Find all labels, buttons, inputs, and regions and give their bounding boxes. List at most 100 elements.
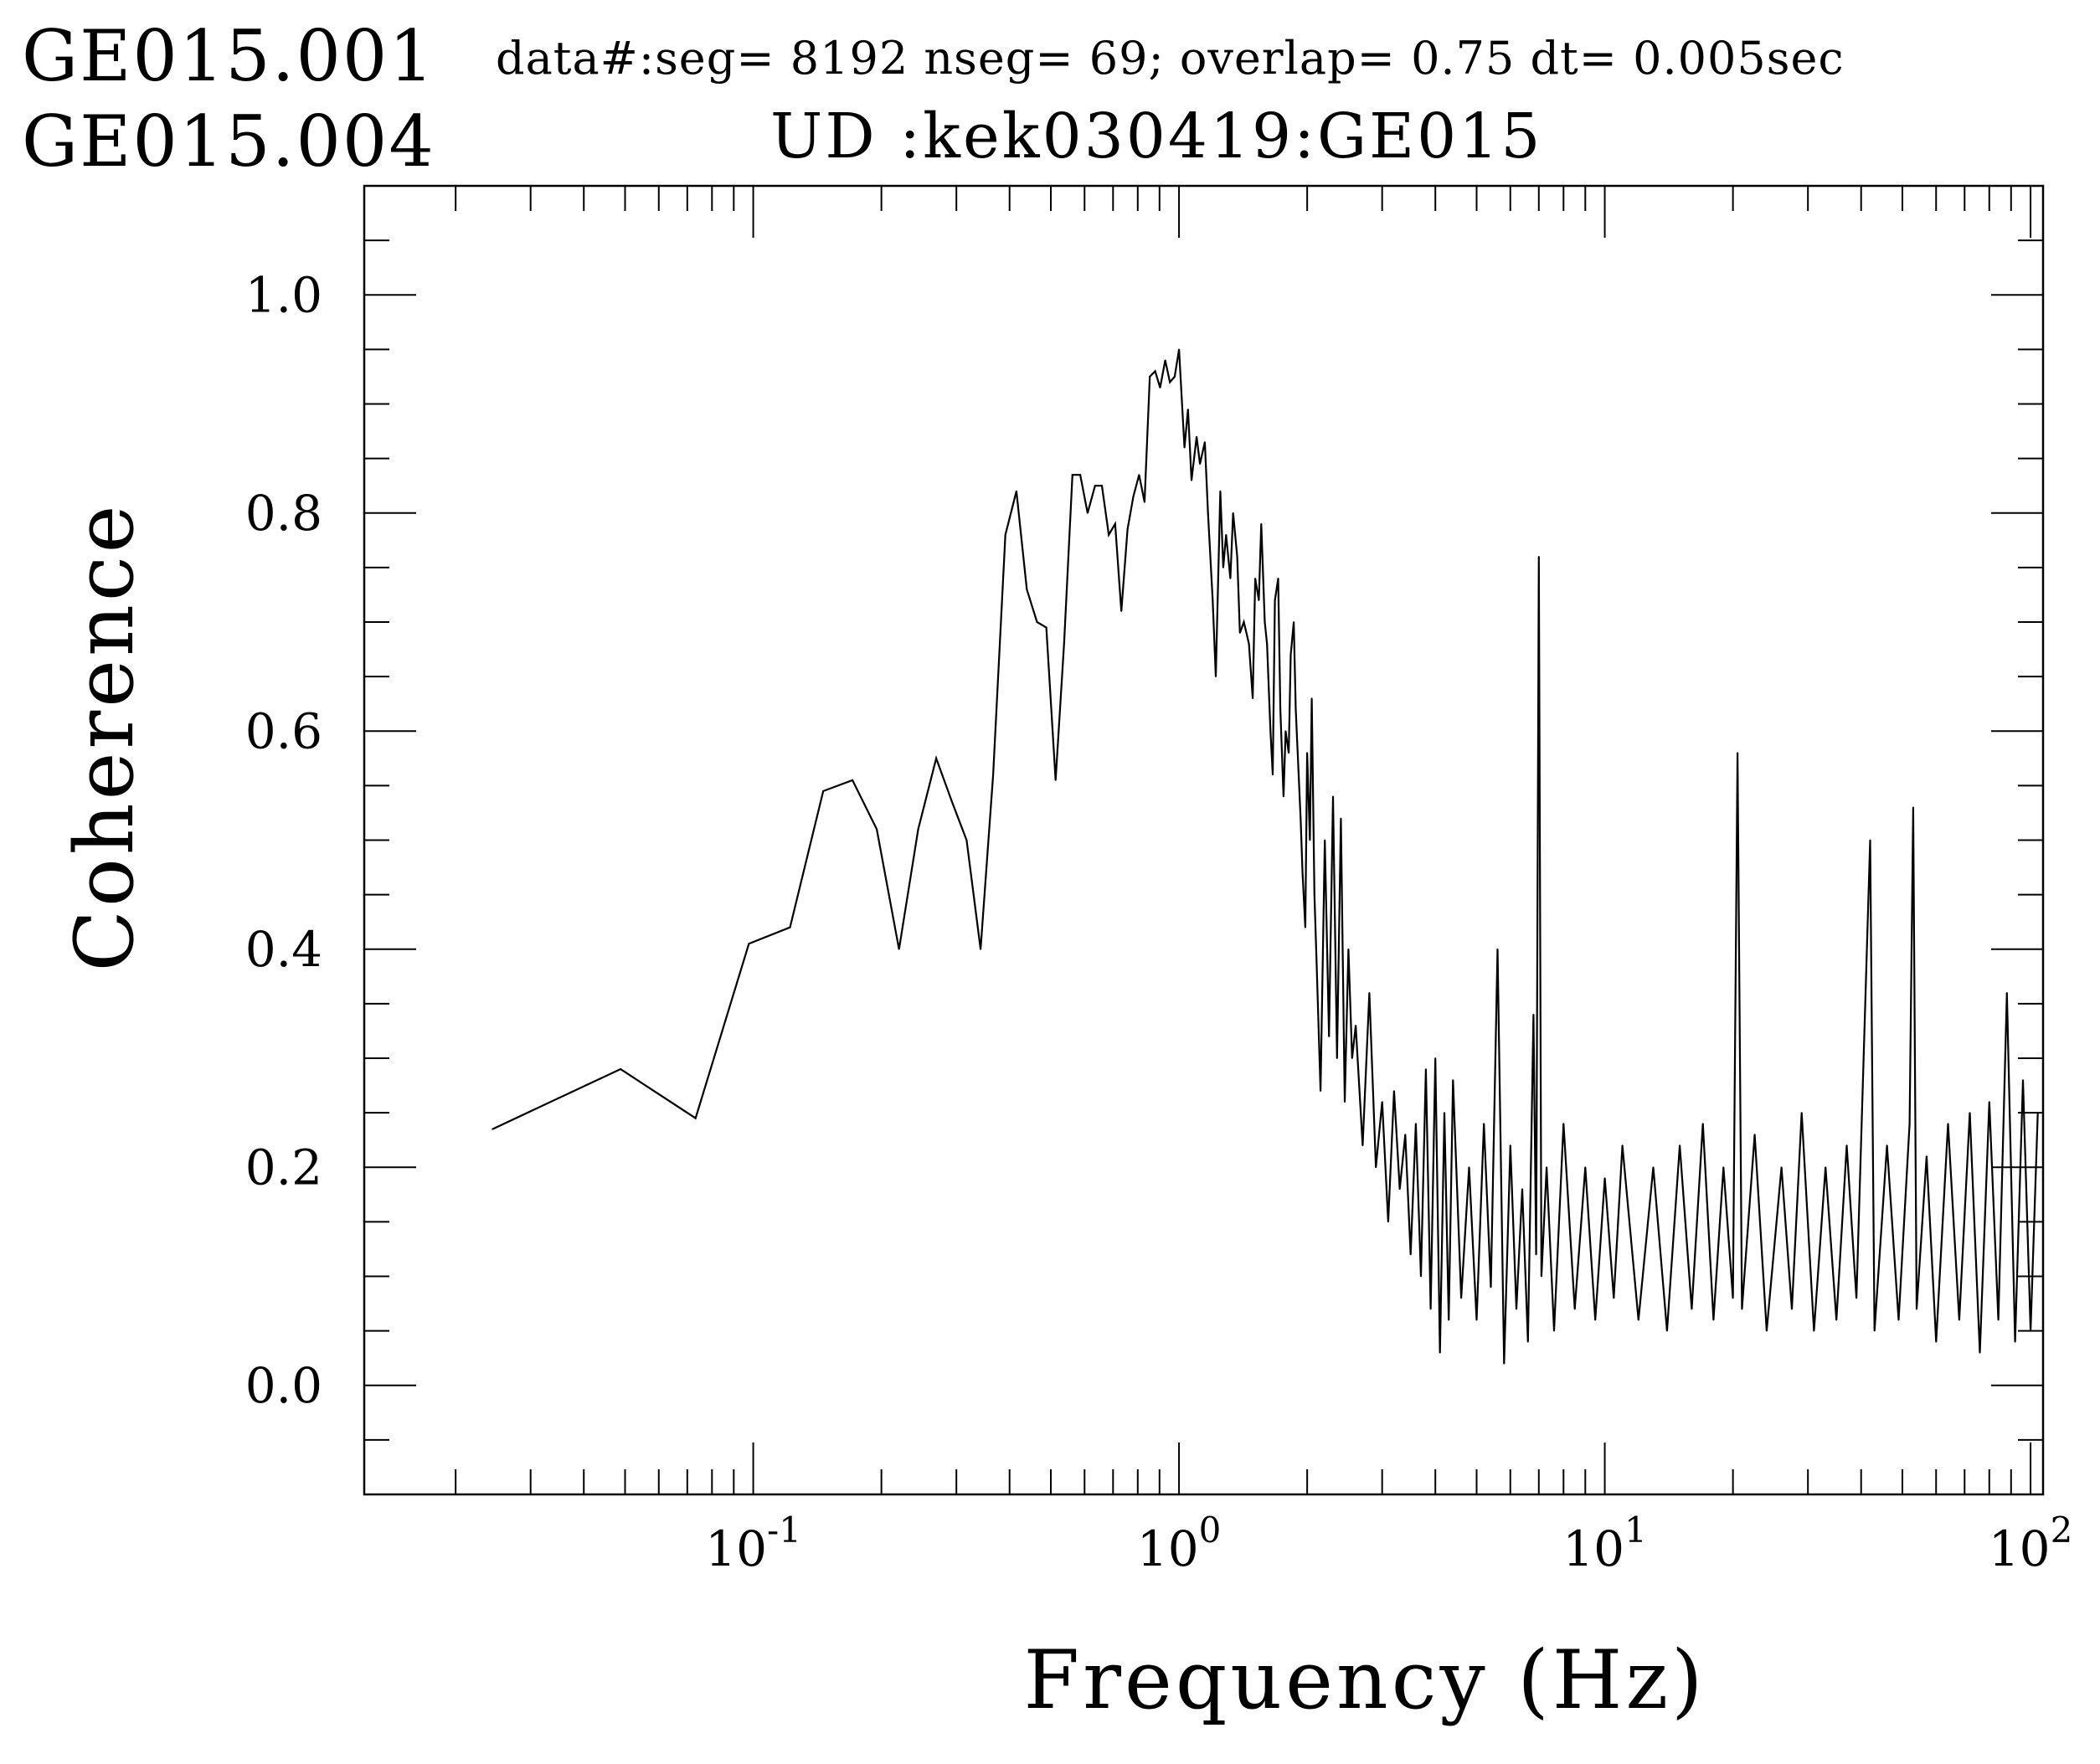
data-point (1398, 1188, 1401, 1191)
data-point (1813, 1329, 1815, 1332)
data-point (1825, 1166, 1827, 1169)
data-point (1108, 533, 1110, 536)
data-point (1204, 441, 1206, 443)
data-point (1535, 1253, 1537, 1256)
data-point (1138, 474, 1140, 476)
data-point (1741, 1308, 1743, 1310)
ticks-layer: 10-1 100 101 102 0.0 0.2 0.4 0.6 0.8 1.0 (245, 185, 2072, 1577)
data-point (1016, 490, 1017, 492)
data-point (1344, 1101, 1346, 1103)
data-point (852, 779, 853, 781)
data-point (1532, 1014, 1535, 1016)
data-point (1309, 839, 1311, 841)
data-point (1926, 1155, 1928, 1158)
data-point (1979, 1351, 1981, 1354)
data-point (1393, 1090, 1395, 1092)
data-point (1154, 370, 1156, 373)
data-point (1004, 533, 1006, 536)
data-point (1229, 578, 1232, 579)
y-tick-label: 0.4 (245, 921, 322, 978)
x-tick-label: 10-1 (705, 1509, 801, 1577)
data-point (1997, 1319, 2000, 1321)
data-point (1483, 1123, 1485, 1125)
data-point (1521, 1188, 1523, 1191)
data-point (1132, 496, 1135, 498)
data-point (1284, 730, 1287, 733)
data-point (1196, 435, 1197, 438)
data-point (1279, 708, 1281, 711)
data-point (951, 801, 953, 803)
data-point (1294, 708, 1297, 711)
data-point (1258, 599, 1260, 601)
data-point (694, 1117, 697, 1119)
data-point (1988, 1101, 1990, 1103)
data-point (1452, 1079, 1454, 1081)
data-point (1712, 1319, 1715, 1321)
data-point (1248, 643, 1250, 645)
series-layer (492, 348, 2039, 1365)
data-point (1293, 621, 1294, 623)
data-point (1272, 774, 1274, 776)
data-point (1845, 1144, 1848, 1147)
data-point (1496, 948, 1499, 950)
data-point (2030, 1329, 2032, 1332)
data-point (1969, 1112, 1971, 1113)
data-point (1908, 1123, 1911, 1125)
x-tick-label: 100 (1137, 1509, 1222, 1577)
data-point (1766, 1329, 1768, 1332)
data-point (1243, 621, 1245, 623)
data-point (1328, 1036, 1331, 1037)
data-point (1737, 752, 1739, 754)
data-point (1232, 512, 1234, 514)
data-point (1537, 556, 1540, 558)
data-point (1277, 578, 1279, 579)
data-point (1404, 1134, 1407, 1136)
data-point (1283, 795, 1284, 798)
data-point (2005, 992, 2008, 994)
data-point (1225, 533, 1228, 536)
data-point (1460, 1297, 1462, 1299)
data-point (1336, 1057, 1338, 1059)
data-point (1159, 387, 1161, 388)
data-point (898, 948, 900, 950)
data-point (1355, 1025, 1356, 1026)
data-point (1448, 1319, 1450, 1321)
data-point (1274, 599, 1276, 601)
data-point (1036, 621, 1038, 623)
data-point (1260, 522, 1263, 525)
data-point (1652, 1166, 1655, 1169)
data-point (1897, 1319, 1900, 1321)
data-point (1429, 1308, 1432, 1310)
data-point (1215, 676, 1217, 677)
data-point (1332, 795, 1334, 798)
data-point (1212, 599, 1214, 601)
data-point (1780, 1166, 1783, 1169)
data-point (1301, 872, 1304, 874)
x-tick-label: 101 (1562, 1509, 1647, 1577)
data-point (1732, 1297, 1734, 1299)
data-point (1114, 522, 1116, 525)
data-point (1094, 485, 1096, 487)
data-point (1722, 1166, 1725, 1169)
data-point (2036, 1112, 2039, 1113)
data-point (1886, 1144, 1888, 1147)
data-point (1613, 1297, 1615, 1299)
data-point (1434, 1057, 1437, 1059)
data-point (1169, 381, 1171, 383)
data-point (1120, 610, 1123, 612)
data-point (1573, 1308, 1576, 1310)
station-subtitle: UD :kek030419:GE015 (770, 100, 1543, 172)
data-point (492, 1128, 493, 1130)
data-point (1207, 512, 1209, 514)
y-tick-label: 0.6 (245, 702, 322, 759)
data-point (1375, 1166, 1377, 1169)
data-point (1313, 893, 1315, 896)
data-point (935, 757, 937, 759)
data-point (1562, 1123, 1565, 1125)
data-point (1045, 626, 1047, 629)
data-point (1594, 1319, 1597, 1321)
data-point (1164, 359, 1166, 362)
data-point (1541, 1275, 1542, 1278)
data-point (1238, 632, 1241, 634)
